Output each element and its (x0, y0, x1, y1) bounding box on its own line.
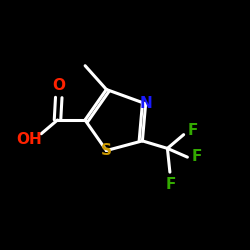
Text: F: F (187, 123, 198, 138)
Text: O: O (52, 78, 65, 92)
Text: OH: OH (16, 132, 42, 147)
Text: S: S (101, 143, 112, 158)
Text: F: F (166, 177, 176, 192)
Text: F: F (192, 149, 202, 164)
Text: N: N (139, 96, 152, 111)
